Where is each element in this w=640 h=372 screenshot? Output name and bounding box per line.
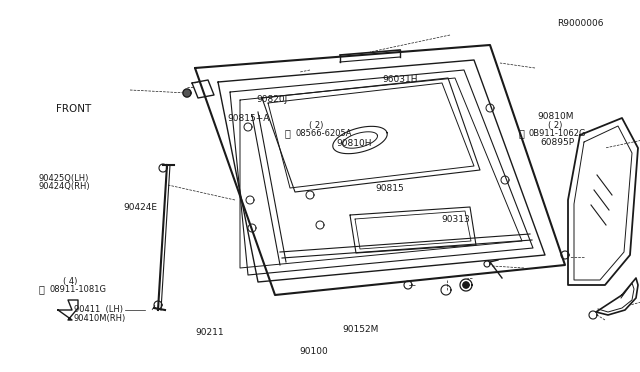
Polygon shape — [463, 282, 469, 288]
Text: 90810H: 90810H — [336, 139, 371, 148]
Text: R9000006: R9000006 — [557, 19, 604, 28]
Polygon shape — [58, 300, 78, 320]
Text: 08566-6205A: 08566-6205A — [296, 129, 352, 138]
Text: 90815+A: 90815+A — [227, 114, 269, 123]
Text: 90100: 90100 — [300, 347, 328, 356]
Text: 90211: 90211 — [195, 328, 224, 337]
Text: 90424Q(RH): 90424Q(RH) — [38, 182, 90, 190]
Text: FRONT: FRONT — [56, 104, 92, 114]
Polygon shape — [183, 89, 191, 97]
Text: 90152M: 90152M — [342, 325, 379, 334]
Text: 96031H: 96031H — [383, 76, 418, 84]
Text: 90313: 90313 — [442, 215, 470, 224]
Text: 90410M(RH): 90410M(RH) — [74, 314, 126, 323]
Text: 90425Q(LH): 90425Q(LH) — [38, 174, 89, 183]
Text: ( 2): ( 2) — [548, 121, 562, 130]
Text: Ⓢ: Ⓢ — [285, 128, 291, 138]
Text: Ⓝ: Ⓝ — [38, 285, 44, 294]
Text: 90411  (LH): 90411 (LH) — [74, 305, 123, 314]
Text: 90424E: 90424E — [124, 203, 157, 212]
Text: 90820J: 90820J — [256, 95, 287, 104]
Text: Ⓝ: Ⓝ — [518, 128, 524, 138]
Text: 08911-1081G: 08911-1081G — [50, 285, 107, 294]
Text: ( 2): ( 2) — [309, 121, 323, 130]
Text: 0B911-1062G: 0B911-1062G — [529, 129, 586, 138]
Text: 90815: 90815 — [376, 185, 404, 193]
Text: 90810M: 90810M — [538, 112, 574, 121]
Text: 60895P: 60895P — [541, 138, 575, 147]
Text: ( 4): ( 4) — [63, 277, 77, 286]
